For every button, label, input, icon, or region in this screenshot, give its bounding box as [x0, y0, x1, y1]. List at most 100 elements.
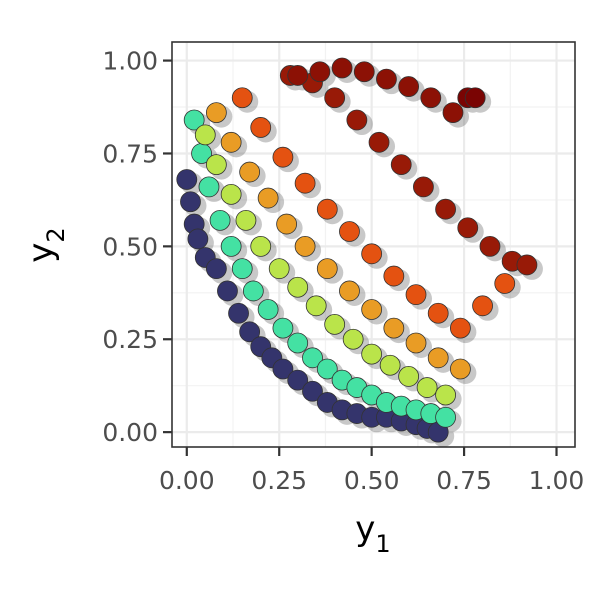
- data-point: [383, 265, 405, 287]
- data-point: [390, 154, 412, 176]
- data-point: [324, 313, 346, 335]
- x-tick-label: 0.50: [344, 466, 400, 495]
- data-point: [376, 68, 397, 90]
- y-tick-label: 1.00: [102, 47, 158, 76]
- data-point: [205, 102, 227, 123]
- data-point: [316, 358, 338, 380]
- data-point: [449, 317, 471, 339]
- data-points: [176, 57, 543, 448]
- data-point: [457, 217, 479, 239]
- data-point: [287, 332, 309, 354]
- data-point: [183, 109, 205, 131]
- data-point: [427, 302, 449, 324]
- data-point: [331, 57, 353, 79]
- x-tick-label: 0.75: [436, 466, 492, 495]
- x-axis-title: y1: [355, 509, 390, 558]
- data-point: [268, 258, 290, 280]
- data-point: [272, 317, 294, 339]
- data-point: [235, 209, 257, 231]
- data-point: [368, 131, 390, 153]
- y-axis-title-base: y: [21, 243, 61, 263]
- data-point: [516, 254, 538, 276]
- data-point: [346, 109, 368, 131]
- data-point: [231, 258, 253, 280]
- x-tick-label: 0.00: [159, 466, 215, 495]
- data-point: [180, 191, 201, 213]
- y-tick-label: 0.50: [102, 232, 158, 261]
- data-point: [231, 87, 253, 109]
- data-point: [435, 198, 456, 220]
- data-point: [305, 295, 327, 317]
- data-point: [242, 280, 264, 302]
- data-point: [276, 213, 298, 235]
- data-point: [464, 87, 486, 109]
- data-point: [257, 187, 279, 209]
- data-point: [239, 161, 261, 183]
- data-point: [398, 366, 420, 387]
- data-point: [405, 332, 427, 354]
- data-point: [435, 406, 456, 428]
- x-tick-label: 0.25: [251, 466, 307, 495]
- data-point: [176, 169, 198, 190]
- data-point: [294, 172, 316, 194]
- data-point: [413, 176, 434, 198]
- y-axis: 0.00 0.25 0.50 0.75 1.00: [102, 47, 172, 447]
- data-point: [220, 235, 242, 257]
- data-point: [272, 358, 294, 380]
- data-point: [353, 61, 375, 83]
- data-point: [220, 183, 242, 205]
- data-point: [494, 273, 516, 294]
- plot-border: [171, 41, 576, 448]
- data-point: [405, 284, 427, 306]
- y-tick-label: 0.25: [102, 325, 158, 354]
- y-axis-title-subscript: 2: [42, 227, 70, 242]
- data-point: [472, 295, 493, 317]
- data-point: [361, 243, 383, 265]
- data-point: [287, 276, 309, 298]
- data-point: [309, 61, 331, 83]
- data-point: [427, 347, 449, 369]
- data-point: [442, 102, 464, 123]
- data-point: [435, 384, 456, 406]
- data-point: [324, 87, 346, 109]
- data-point: [398, 76, 420, 97]
- data-point: [250, 235, 272, 257]
- data-point: [228, 302, 249, 324]
- y-axis-title: y2: [21, 227, 70, 262]
- data-point: [239, 321, 261, 343]
- x-axis: 0.00 0.25 0.50 0.75 1.00: [159, 447, 584, 495]
- data-point: [250, 117, 272, 138]
- data-point: [187, 228, 209, 250]
- data-point: [339, 221, 360, 242]
- data-point: [302, 380, 323, 402]
- x-tick-label: 1.00: [529, 466, 585, 495]
- data-point: [361, 299, 383, 320]
- data-point: [205, 258, 227, 280]
- data-point: [379, 354, 401, 376]
- y-tick-label: 0.75: [102, 139, 158, 168]
- data-point: [339, 280, 360, 302]
- point-layer: [176, 57, 538, 443]
- data-point: [361, 343, 383, 365]
- data-point: [449, 358, 471, 380]
- data-point: [316, 198, 338, 220]
- data-point: [287, 65, 309, 86]
- data-point: [209, 209, 231, 231]
- data-point: [316, 258, 338, 280]
- data-point: [294, 235, 316, 257]
- data-point: [198, 176, 220, 198]
- data-point: [272, 146, 294, 168]
- data-point: [302, 347, 323, 369]
- data-point: [383, 317, 405, 339]
- data-point: [342, 328, 364, 350]
- data-point: [217, 280, 238, 302]
- x-axis-title-base: y: [355, 509, 375, 549]
- data-point: [287, 369, 309, 391]
- y-tick-label: 0.00: [102, 418, 158, 447]
- x-axis-title-subscript: 1: [375, 530, 390, 558]
- data-point: [420, 87, 442, 109]
- data-point: [416, 377, 438, 398]
- data-point: [194, 124, 216, 146]
- data-point: [220, 131, 242, 153]
